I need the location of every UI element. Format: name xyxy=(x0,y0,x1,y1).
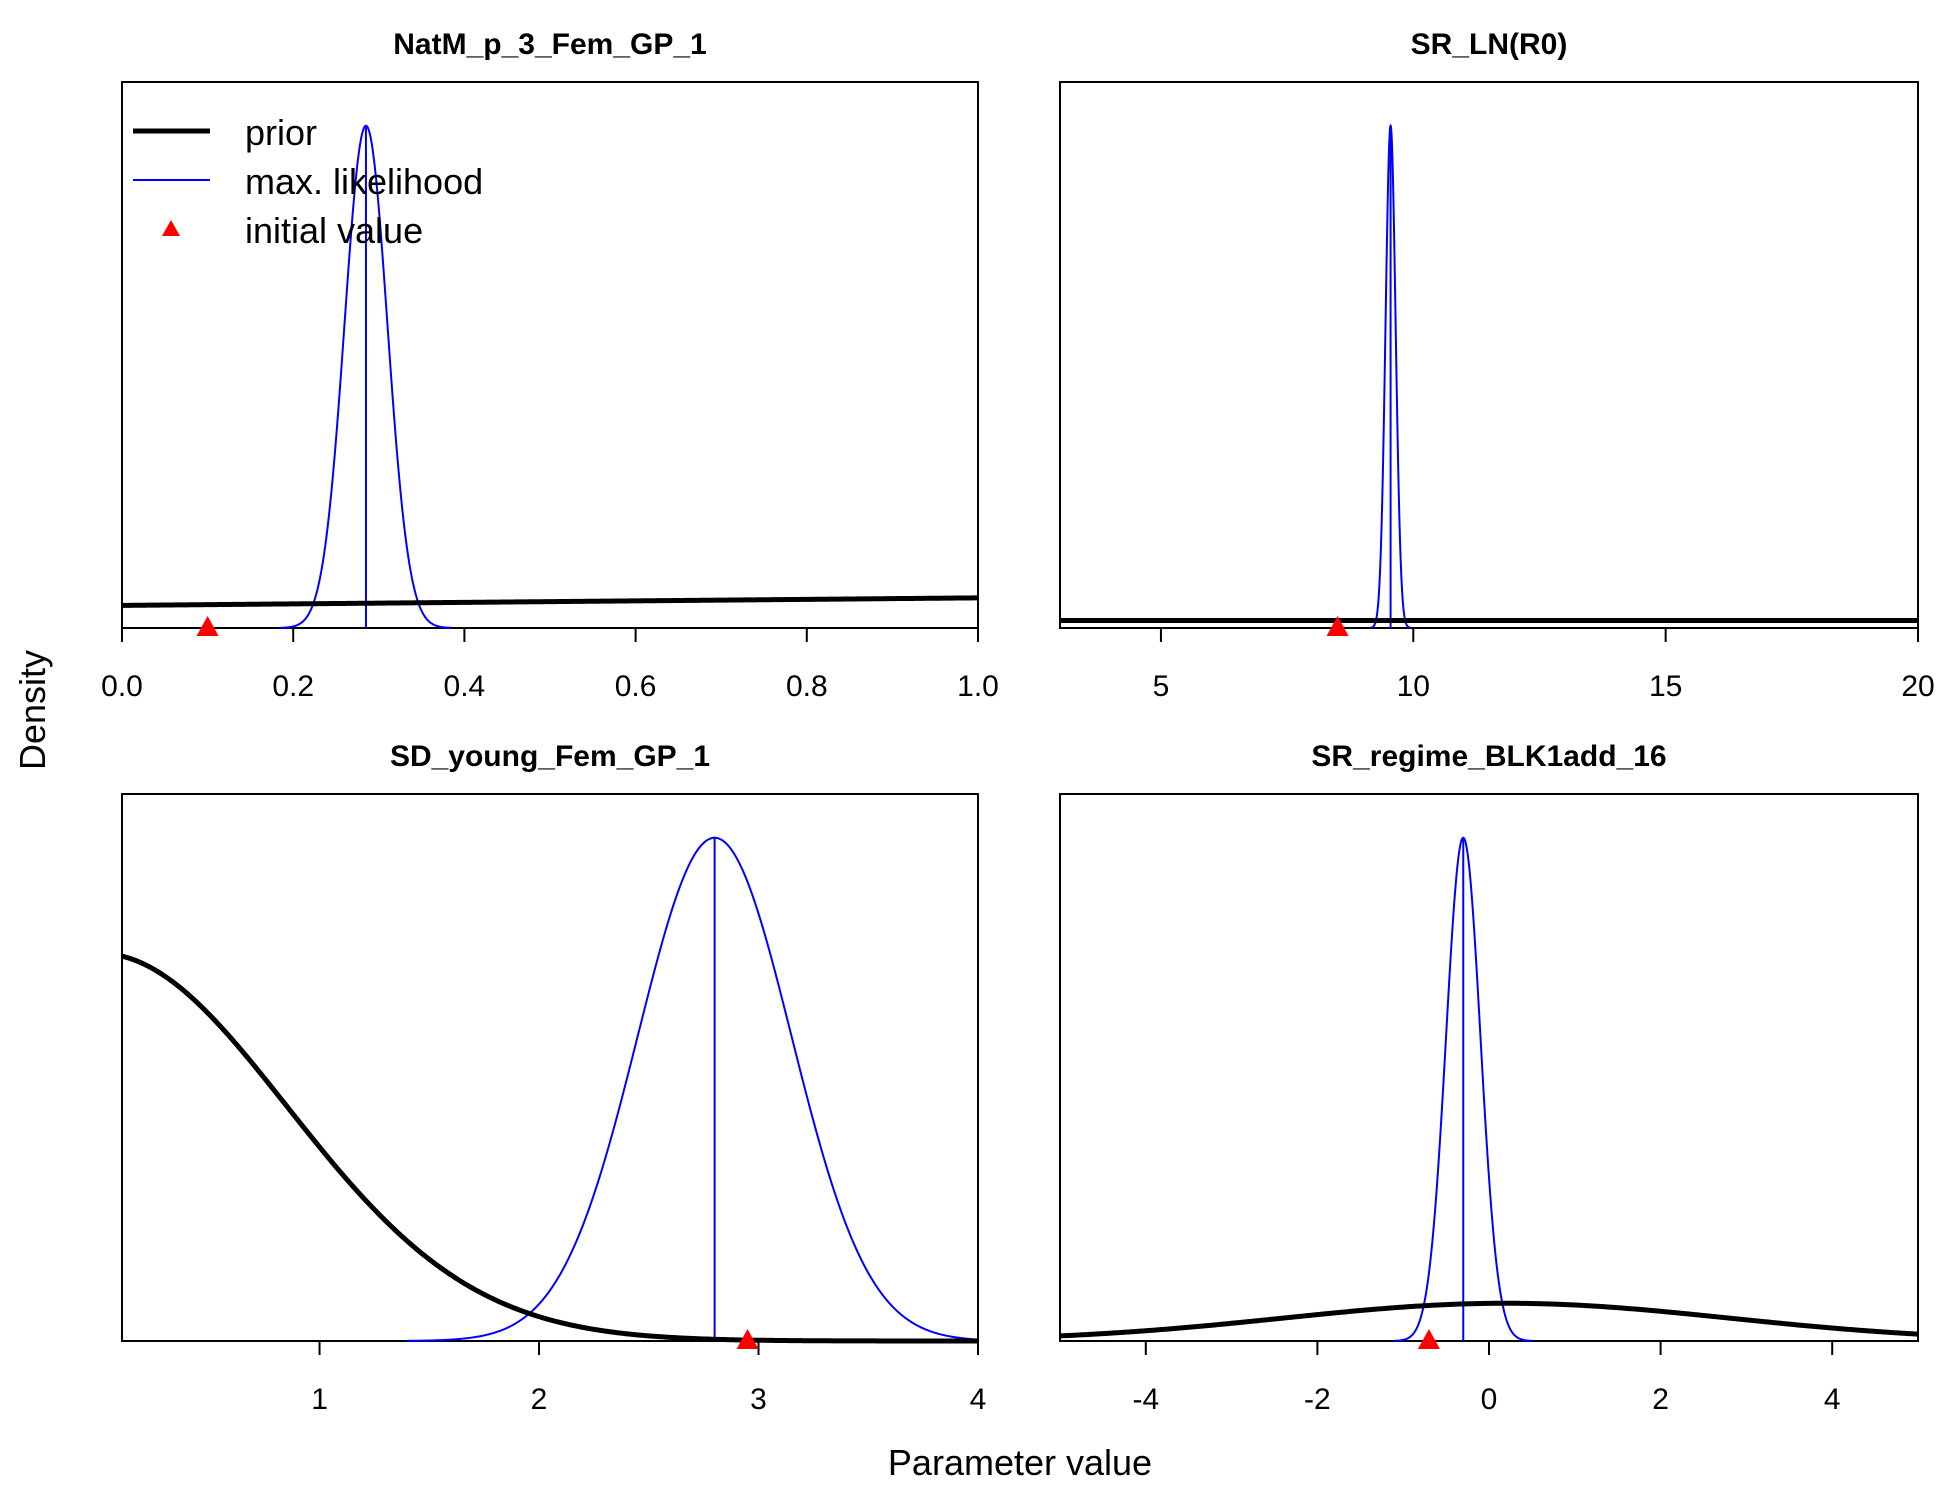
panel-title: SD_young_Fem_GP_1 xyxy=(390,740,710,773)
legend-prior-label: prior xyxy=(245,112,317,153)
legend-ml-label: max. likelihood xyxy=(245,161,483,202)
x-tick-label: -4 xyxy=(1132,1383,1159,1416)
prior-curve xyxy=(121,953,978,1344)
x-tick-label: 0 xyxy=(1481,1383,1498,1416)
initial-value-marker xyxy=(1417,1329,1440,1349)
panel-3: SD_young_Fem_GP_1 1 2 3 4 xyxy=(121,740,987,1416)
legend-initial-value-marker xyxy=(162,220,180,236)
x-tick-label: 20 xyxy=(1901,670,1934,703)
prior-curve xyxy=(121,595,979,608)
prior-curve xyxy=(1059,1300,1919,1339)
initial-value-marker xyxy=(736,1329,759,1349)
panel-title: NatM_p_3_Fem_GP_1 xyxy=(393,28,706,61)
panel-2: SR_LN(R0) 5 10 15 20 xyxy=(1059,28,1935,703)
panel-4: SR_regime_BLK1add_16 -4 -2 0 2 4 xyxy=(1059,740,1919,1416)
plot-frame xyxy=(121,793,979,1342)
x-tick-label: 0.6 xyxy=(615,670,657,703)
x-tick-label: 2 xyxy=(1652,1383,1669,1416)
x-tick-label: 0.8 xyxy=(786,670,828,703)
panel-1: NatM_p_3_Fem_GP_1 0.0 0.2 0.4 0.6 0.8 1.0 xyxy=(101,28,999,703)
panel-title: SR_LN(R0) xyxy=(1411,28,1568,61)
x-tick-label: 2 xyxy=(531,1383,548,1416)
x-tick-label: 10 xyxy=(1397,670,1430,703)
panels: NatM_p_3_Fem_GP_1 0.0 0.2 0.4 0.6 0.8 1.0 SR_LN… xyxy=(101,28,1935,1416)
plot-frame xyxy=(1059,793,1919,1342)
max-likelihood-curve xyxy=(407,836,979,1342)
x-tick-label: 15 xyxy=(1649,670,1682,703)
x-tick-label: 1 xyxy=(311,1383,328,1416)
x-axis-label: Parameter value xyxy=(888,1442,1152,1483)
legend-initial-value-label: initial value xyxy=(245,210,423,251)
initial-value-marker xyxy=(1326,616,1349,636)
x-tick-label: -2 xyxy=(1304,1383,1331,1416)
x-tick-label: 4 xyxy=(1824,1383,1841,1416)
legend: prior max. likelihood initial value xyxy=(133,112,483,251)
initial-value-marker xyxy=(196,616,219,636)
y-axis-label: Density xyxy=(12,650,53,770)
x-tick-label: 5 xyxy=(1153,670,1170,703)
panel-title: SR_regime_BLK1add_16 xyxy=(1311,740,1666,773)
x-tick-label: 1.0 xyxy=(957,670,999,703)
x-tick-label: 0.2 xyxy=(272,670,314,703)
x-tick-label: 3 xyxy=(750,1383,767,1416)
x-tick-label: 4 xyxy=(970,1383,987,1416)
x-tick-label: 0.0 xyxy=(101,670,143,703)
x-tick-label: 0.4 xyxy=(444,670,486,703)
plot-frame xyxy=(1059,81,1919,629)
